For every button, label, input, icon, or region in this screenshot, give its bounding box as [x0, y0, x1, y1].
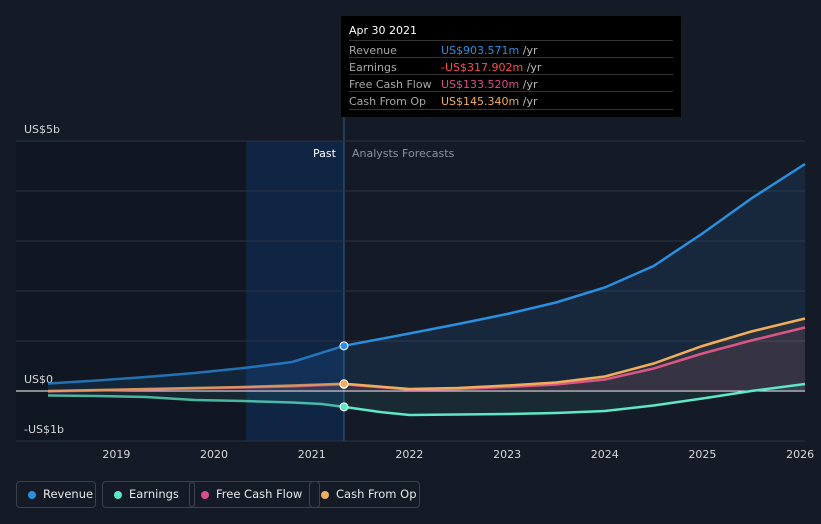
x-tick-label: 2022 — [395, 448, 423, 461]
tooltip-unit: /yr — [523, 61, 542, 74]
legend-item-revenue[interactable]: Revenue — [16, 481, 96, 508]
tooltip-value: US$133.520m — [441, 78, 520, 91]
y-axis-label: US$0 — [24, 373, 53, 386]
tooltip-label: Revenue — [349, 44, 397, 57]
cash-from-op-marker — [339, 379, 349, 389]
tooltip-row-revenue: Revenue US$903.571m /yr — [349, 40, 673, 58]
legend-item-earnings[interactable]: Earnings — [102, 481, 195, 508]
legend-dot-icon — [114, 491, 122, 499]
tooltip-date: Apr 30 2021 — [349, 24, 418, 37]
cash-from-op-past-line — [47, 382, 345, 393]
legend-dot-icon — [28, 491, 36, 499]
legend-item-free-cash-flow[interactable]: Free Cash Flow — [189, 481, 320, 508]
earnings-marker — [339, 402, 349, 412]
legend-label: Cash From Op — [336, 487, 417, 501]
tooltip-unit: /yr — [519, 95, 538, 108]
x-tick-label: 2024 — [591, 448, 619, 461]
legend-dot-icon — [201, 491, 209, 499]
past-label: Past — [313, 147, 337, 160]
legend-dot-icon — [321, 491, 329, 499]
x-tick-label: 2026 — [786, 448, 814, 461]
tooltip-label: Cash From Op — [349, 95, 427, 108]
x-tick-label: 2020 — [200, 448, 228, 461]
revenue-forecast-line — [343, 162, 806, 348]
legend-item-cash-from-op[interactable]: Cash From Op — [309, 481, 420, 508]
y-axis-label: US$5b — [24, 123, 60, 136]
free-cash-flow-area — [48, 327, 805, 392]
earnings-forecast-line — [343, 382, 806, 417]
tooltip-row-earnings: Earnings -US$317.902m /yr — [349, 57, 673, 75]
cash-from-op-area — [48, 318, 805, 391]
y-axis-label: -US$1b — [24, 423, 64, 436]
tooltip-value: US$145.340m — [441, 95, 520, 108]
x-tick-label: 2023 — [493, 448, 521, 461]
revenue-marker — [339, 341, 349, 351]
legend-label: Free Cash Flow — [216, 487, 303, 501]
tooltip-unit: /yr — [519, 44, 538, 57]
x-tick-label: 2019 — [102, 448, 130, 461]
legend-label: Earnings — [129, 487, 179, 501]
x-tick-label: 2021 — [298, 448, 326, 461]
tooltip-unit: /yr — [519, 78, 538, 91]
earnings-past-line — [47, 394, 345, 409]
tooltip-value: -US$317.902m — [441, 61, 524, 74]
revenue-area — [48, 164, 805, 391]
earnings-area — [48, 384, 805, 415]
revenue-past-line — [47, 344, 345, 385]
forecast-label: Analysts Forecasts — [352, 147, 455, 160]
x-tick-label: 2025 — [688, 448, 716, 461]
legend-label: Revenue — [43, 487, 94, 501]
tooltip-value: US$903.571m — [441, 44, 520, 57]
tooltip-label: Free Cash Flow — [349, 78, 432, 91]
cash-from-op-forecast-line — [343, 317, 806, 391]
tooltip-label: Earnings — [349, 61, 397, 74]
data-tooltip: Apr 30 2021 Revenue US$903.571m /yr Earn… — [341, 16, 681, 117]
tooltip-row-cfo: Cash From Op US$145.340m /yr — [349, 91, 673, 110]
tooltip-row-fcf: Free Cash Flow US$133.520m /yr — [349, 74, 673, 92]
